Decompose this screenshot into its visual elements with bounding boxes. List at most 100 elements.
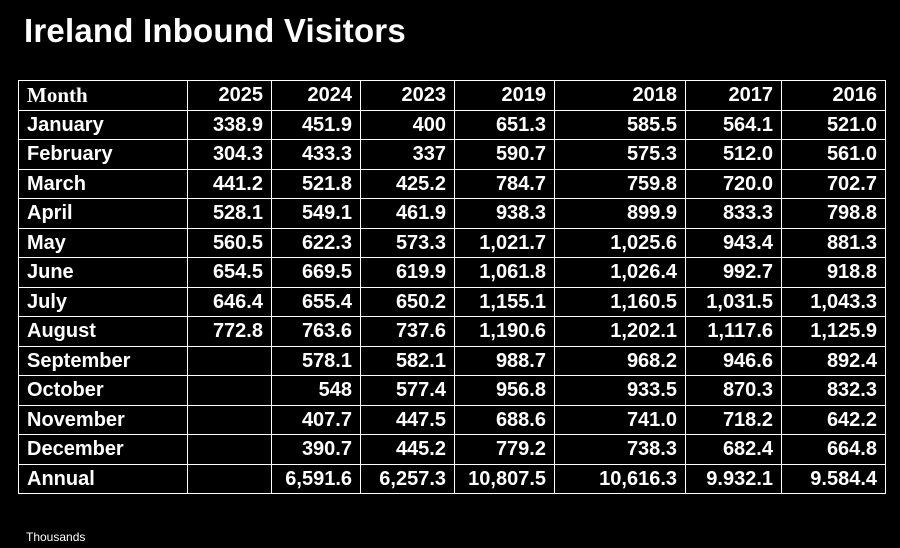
table-cell: 390.7 xyxy=(271,434,361,465)
row-label: May xyxy=(18,227,188,258)
table-cell: 798.8 xyxy=(781,198,886,229)
column-header-year: 2016 xyxy=(781,80,886,111)
table-cell: 445.2 xyxy=(360,434,455,465)
table-cell: 338.9 xyxy=(187,109,272,140)
table-row: November 407.7 447.5 688.6 741.0 718.2 642.2 xyxy=(18,404,886,435)
table-cell: 548 xyxy=(271,375,361,406)
table-cell: 407.7 xyxy=(271,404,361,435)
table-cell: 337 xyxy=(360,139,455,170)
table-cell: 968.2 xyxy=(554,345,686,376)
table-cell: 892.4 xyxy=(781,345,886,376)
table-cell xyxy=(187,375,272,406)
table-cell: 759.8 xyxy=(554,168,686,199)
row-label: April xyxy=(18,198,188,229)
table-cell: 10,616.3 xyxy=(554,463,686,494)
row-label: August xyxy=(18,316,188,347)
chart-title: Ireland Inbound Visitors xyxy=(24,12,406,49)
table-cell: 10,807.5 xyxy=(454,463,555,494)
table-cell: 9.584.4 xyxy=(781,463,886,494)
table-cell: 1,155.1 xyxy=(454,286,555,317)
table-row: September 578.1 582.1 988.7 968.2 946.6 892.4 xyxy=(18,345,886,376)
table-cell: 664.8 xyxy=(781,434,886,465)
table-cell: 451.9 xyxy=(271,109,361,140)
table-cell: 521.0 xyxy=(781,109,886,140)
table-cell: 918.8 xyxy=(781,257,886,288)
column-header-year: 2018 xyxy=(554,80,686,111)
table-cell: 1,021.7 xyxy=(454,227,555,258)
row-label: December xyxy=(18,434,188,465)
table-cell: 447.5 xyxy=(360,404,455,435)
table-cell: 772.8 xyxy=(187,316,272,347)
table-cell: 784.7 xyxy=(454,168,555,199)
visitors-table: Month 2025 2024 2023 2019 2018 2017 2016 Januar… xyxy=(18,80,886,494)
table-cell: 737.6 xyxy=(360,316,455,347)
row-label: September xyxy=(18,345,188,376)
column-header-year: 2017 xyxy=(685,80,782,111)
table-cell: 988.7 xyxy=(454,345,555,376)
table-cell: 577.4 xyxy=(360,375,455,406)
table-cell: 582.1 xyxy=(360,345,455,376)
table-cell: 943.4 xyxy=(685,227,782,258)
table-row: April 528.1 549.1 461.9 938.3 899.9 833.3 798.8 xyxy=(18,198,886,229)
table-cell xyxy=(187,434,272,465)
table-cell xyxy=(187,404,272,435)
table-cell: 669.5 xyxy=(271,257,361,288)
table-cell: 622.3 xyxy=(271,227,361,258)
table-cell: 654.5 xyxy=(187,257,272,288)
table-header-row: Month 2025 2024 2023 2019 2018 2017 2016 xyxy=(18,80,886,111)
table-cell: 9.932.1 xyxy=(685,463,782,494)
table-cell: 6,591.6 xyxy=(271,463,361,494)
table-cell: 688.6 xyxy=(454,404,555,435)
table-row: October 548 577.4 956.8 933.5 870.3 832.3 xyxy=(18,375,886,406)
table-cell: 1,031.5 xyxy=(685,286,782,317)
table-cell: 1,190.6 xyxy=(454,316,555,347)
table-cell: 720.0 xyxy=(685,168,782,199)
row-label: July xyxy=(18,286,188,317)
table-row: August 772.8 763.6 737.6 1,190.6 1,202.1 1,117… xyxy=(18,316,886,347)
table-row: February 304.3 433.3 337 590.7 575.3 512.0 561.… xyxy=(18,139,886,170)
column-header-year: 2023 xyxy=(360,80,455,111)
table-cell: 1,202.1 xyxy=(554,316,686,347)
table-cell: 870.3 xyxy=(685,375,782,406)
table-cell: 899.9 xyxy=(554,198,686,229)
table-cell: 6,257.3 xyxy=(360,463,455,494)
table-cell: 741.0 xyxy=(554,404,686,435)
table-row: December 390.7 445.2 779.2 738.3 682.4 664.8 xyxy=(18,434,886,465)
table-cell: 1,026.4 xyxy=(554,257,686,288)
table-cell: 946.6 xyxy=(685,345,782,376)
column-header-year: 2024 xyxy=(271,80,361,111)
table-cell: 682.4 xyxy=(685,434,782,465)
table-cell: 549.1 xyxy=(271,198,361,229)
table-cell: 832.3 xyxy=(781,375,886,406)
table-cell: 560.5 xyxy=(187,227,272,258)
table-cell: 763.6 xyxy=(271,316,361,347)
table-cell: 646.4 xyxy=(187,286,272,317)
table-cell: 441.2 xyxy=(187,168,272,199)
table-cell: 738.3 xyxy=(554,434,686,465)
table-cell: 528.1 xyxy=(187,198,272,229)
table-cell: 938.3 xyxy=(454,198,555,229)
row-label: June xyxy=(18,257,188,288)
table-cell: 702.7 xyxy=(781,168,886,199)
column-header-year: 2019 xyxy=(454,80,555,111)
table-cell: 718.2 xyxy=(685,404,782,435)
row-label: March xyxy=(18,168,188,199)
table-cell: 881.3 xyxy=(781,227,886,258)
table-cell: 650.2 xyxy=(360,286,455,317)
table-cell: 585.5 xyxy=(554,109,686,140)
table-row: Annual 6,591.6 6,257.3 10,807.5 10,616.3 9.93… xyxy=(18,463,886,494)
table-cell: 956.8 xyxy=(454,375,555,406)
table-cell: 933.5 xyxy=(554,375,686,406)
table-cell: 573.3 xyxy=(360,227,455,258)
table-cell: 833.3 xyxy=(685,198,782,229)
table-cell: 425.2 xyxy=(360,168,455,199)
column-header-month: Month xyxy=(18,80,188,111)
column-header-year: 2025 xyxy=(187,80,272,111)
table-cell: 400 xyxy=(360,109,455,140)
table-cell: 564.1 xyxy=(685,109,782,140)
row-label: November xyxy=(18,404,188,435)
table-cell: 1,061.8 xyxy=(454,257,555,288)
table-cell xyxy=(187,463,272,494)
table-row: July 646.4 655.4 650.2 1,155.1 1,160.5 1,031.5… xyxy=(18,286,886,317)
table-cell: 590.7 xyxy=(454,139,555,170)
